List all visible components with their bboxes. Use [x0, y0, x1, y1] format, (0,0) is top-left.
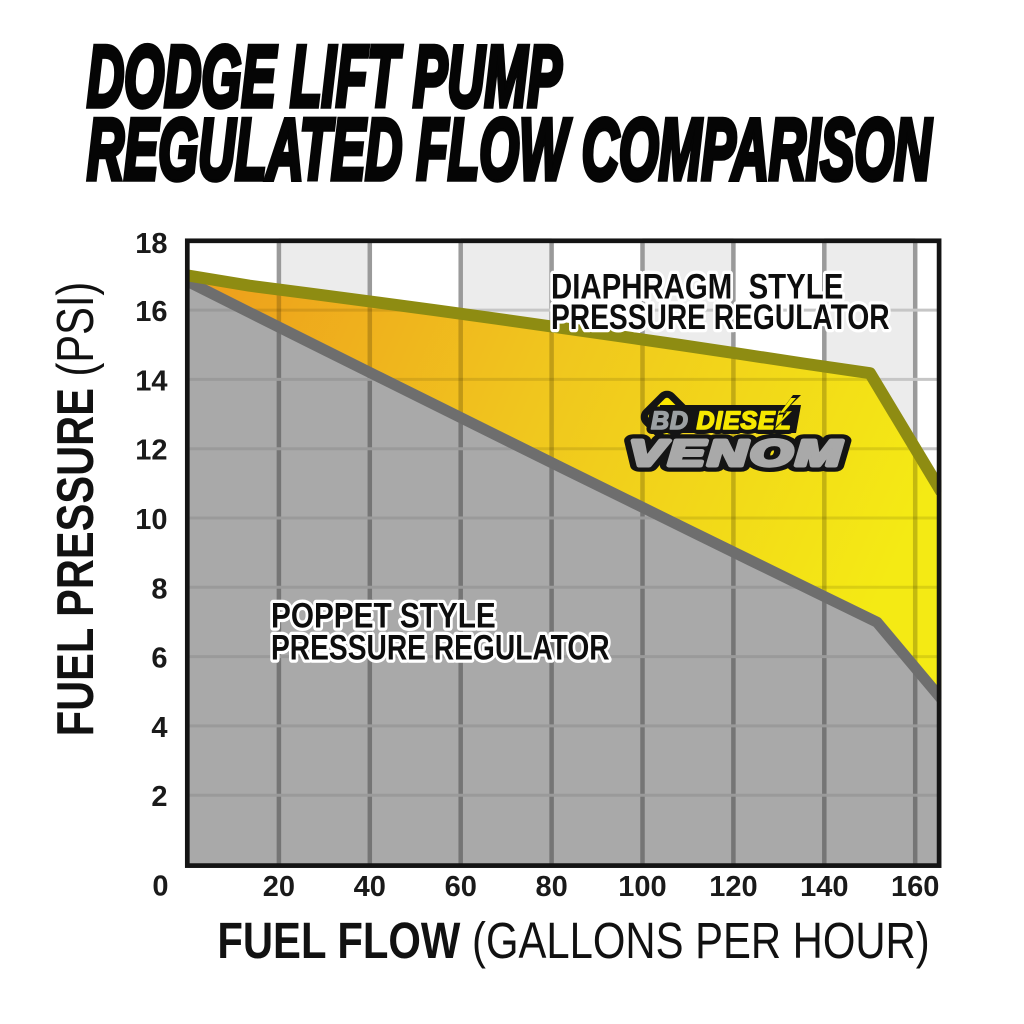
svg-text:60: 60	[445, 871, 477, 903]
svg-text:12: 12	[135, 435, 167, 467]
svg-text:4: 4	[151, 712, 167, 744]
svg-text:80: 80	[535, 871, 567, 903]
svg-text:20: 20	[263, 871, 295, 903]
svg-text:140: 140	[800, 871, 848, 903]
svg-text:10: 10	[135, 504, 167, 536]
svg-text:0: 0	[152, 871, 168, 903]
svg-text:FUEL FLOW (GALLONS PER HOUR): FUEL FLOW (GALLONS PER HOUR)	[217, 912, 929, 969]
svg-text:40: 40	[354, 871, 386, 903]
svg-text:VENOM: VENOM	[629, 433, 844, 474]
svg-text:2: 2	[151, 781, 167, 813]
svg-text:BD DIESEL: BD DIESEL	[651, 407, 792, 435]
svg-text:18: 18	[135, 228, 167, 260]
svg-text:DODGE LIFT PUMP: DODGE LIFT PUMP	[87, 30, 562, 126]
svg-text:16: 16	[135, 296, 167, 328]
svg-text:VENOM: VENOM	[629, 433, 844, 474]
svg-text:POPPET STYLE: POPPET STYLE	[271, 596, 496, 635]
svg-text:BD DIESEL: BD DIESEL	[651, 407, 792, 435]
svg-text:100: 100	[618, 871, 666, 903]
svg-text:PRESSURE REGULATOR: PRESSURE REGULATOR	[551, 297, 890, 337]
svg-text:160: 160	[891, 871, 939, 903]
svg-text:120: 120	[709, 871, 757, 903]
svg-text:14: 14	[135, 365, 167, 397]
svg-text:REGULATED FLOW COMPARISON: REGULATED FLOW COMPARISON	[87, 102, 933, 198]
svg-text:6: 6	[151, 643, 167, 675]
svg-text:FUEL PRESSURE (PSI): FUEL PRESSURE (PSI)	[46, 282, 105, 737]
svg-text:PRESSURE REGULATOR: PRESSURE REGULATOR	[271, 628, 610, 668]
svg-text:DIAPHRAGM STYLE: DIAPHRAGM STYLE	[551, 267, 843, 306]
svg-text:8: 8	[151, 573, 167, 605]
